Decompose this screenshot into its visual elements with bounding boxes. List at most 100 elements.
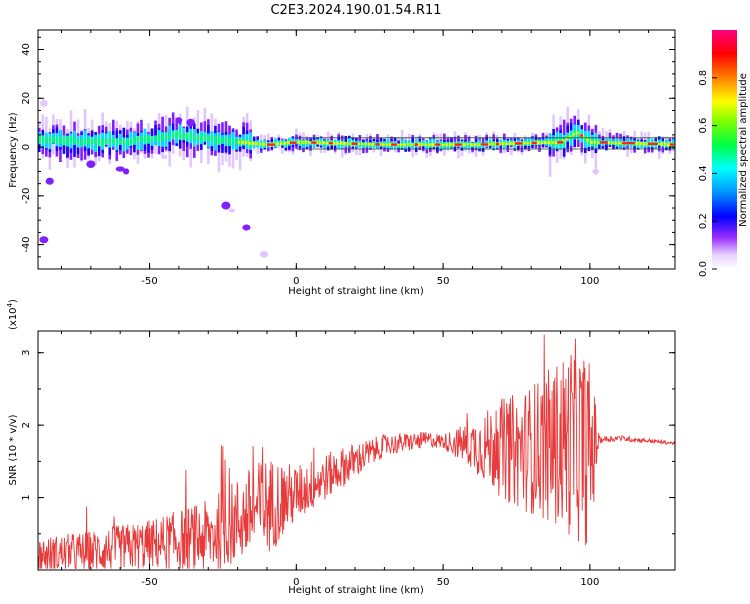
spectrogram-green-cell	[161, 134, 164, 142]
spectrogram-blue-cell	[344, 136, 348, 147]
spectrogram-yellow-cell	[308, 141, 311, 144]
spectrogram-green-cell	[69, 135, 73, 145]
spectrogram-peak-cell	[480, 143, 489, 146]
colorbar-tick-label: 0.0	[698, 261, 709, 277]
spectrogram-green-cell	[119, 139, 122, 145]
spectrogram-yellow-cell	[568, 135, 572, 138]
colorbar-tick-label: 0.2	[698, 213, 709, 229]
spectrogram-yellow-cell	[512, 141, 515, 146]
spectrogram-yellow-cell	[452, 143, 456, 147]
spectrogram-yellow-cell	[565, 138, 568, 141]
snr-ylabel: SNR (10 * v/v)	[8, 414, 19, 485]
spectrogram-green-cell	[59, 136, 62, 144]
spectrogram-yellow-cell	[642, 142, 646, 146]
spectrogram-yellow-cell	[364, 143, 368, 146]
spectrogram-scatter-blob	[186, 118, 195, 127]
spectrogram-peak-cell	[311, 141, 317, 144]
spectrogram-yellow-cell	[389, 142, 392, 146]
snr-y-tick-label: 1	[21, 494, 32, 500]
spectrogram-green-cell	[235, 138, 238, 145]
spectrogram-green-cell	[48, 136, 52, 144]
spectrogram-green-cell	[140, 135, 143, 142]
spectrogram-halo-cell	[640, 131, 643, 146]
spectrogram-yellow-cell	[301, 141, 304, 144]
snr-multiplier-close: )	[8, 299, 19, 303]
spectrogram-x-tick-label: 50	[437, 276, 450, 287]
spectrogram-green-cell	[164, 132, 168, 139]
spectrogram-yellow-cell	[346, 142, 350, 145]
spectrogram-scatter-blob	[175, 117, 183, 124]
spectrogram-green-cell	[115, 138, 119, 145]
spectrogram-yellow-cell	[318, 141, 322, 145]
spectrogram-green-cell	[178, 131, 182, 140]
spectrogram-green-cell	[101, 138, 105, 146]
snr-multiplier-exp: 4	[6, 302, 14, 307]
spectrogram-yellow-cell	[526, 141, 530, 145]
spectrogram-green-cell	[214, 136, 217, 145]
spectrogram-cyan-cell	[164, 132, 168, 147]
spectrogram-green-cell	[221, 137, 224, 144]
spectrogram-green-cell	[175, 129, 178, 139]
spectrogram-yellow-cell	[501, 141, 505, 146]
figure-title: C2E3.2024.190.01.54.R11	[270, 3, 441, 18]
spectrogram-yellow-cell	[371, 142, 375, 146]
spectrogram-green-cell	[185, 132, 189, 140]
spectrogram-halo-cell	[302, 132, 305, 146]
spectrogram-peak-cell	[435, 143, 441, 146]
spectrogram-yellow-cell	[611, 141, 614, 144]
spectrogram-yellow-cell	[332, 141, 336, 145]
spectrogram-yellow-cell	[367, 142, 371, 146]
spectrogram-xlabel: Height of straight line (km)	[288, 286, 424, 297]
spectrogram-scatter-blob	[259, 251, 269, 258]
spectrogram-green-cell	[200, 134, 203, 143]
spectrogram-green-cell	[171, 131, 175, 138]
spectrogram-x-ticks: -50 0 50 100	[60, 30, 650, 287]
spectrogram-green-cell	[157, 133, 161, 143]
spectrogram-yellow-cell	[505, 142, 508, 145]
spectrogram-y-tick-label: 40	[21, 43, 32, 56]
spectrogram-yellow-cell	[537, 141, 540, 145]
spectrogram-yellow-cell	[403, 143, 406, 147]
spectrogram-green-cell	[97, 137, 101, 147]
spectrogram-yellow-cell	[343, 141, 346, 145]
spectrogram-green-cell	[228, 137, 231, 147]
spectrogram-yellow-cell	[635, 142, 639, 146]
spectrogram-green-cell	[108, 137, 112, 145]
spectrogram-green-cell	[150, 135, 154, 142]
spectrogram-yellow-cell	[297, 140, 301, 144]
spectrogram-halo-cell	[407, 133, 411, 147]
spectrogram-green-cell	[94, 138, 97, 145]
spectrogram-blue-cell	[154, 125, 157, 144]
spectrogram-yellow-cell	[241, 140, 244, 145]
spectrogram-yellow-cell	[431, 142, 434, 147]
spectrogram-peak-cell	[391, 143, 398, 146]
spectrogram-yellow-cell	[646, 142, 649, 146]
spectrogram-outer-cell	[203, 121, 207, 142]
spectrogram-yellow-cell	[618, 141, 621, 145]
spectrogram-scatter-blob	[115, 166, 125, 172]
spectrogram-yellow-cell	[639, 142, 642, 146]
spectrogram-yellow-cell	[276, 142, 279, 146]
spectrogram-yellow-cell	[357, 142, 360, 145]
spectrogram-cyan-cell	[608, 137, 612, 145]
snr-series-line	[38, 334, 675, 570]
spectrogram-scatter-blob	[242, 224, 251, 231]
spectrogram-peak-cell	[669, 143, 674, 146]
spectrogram-y-tick-label: -40	[21, 236, 32, 252]
snr-y-tick-label: 3	[21, 350, 32, 356]
spectrogram-green-cell	[55, 136, 59, 145]
spectrogram-y-tick-label: 20	[21, 92, 32, 105]
spectrogram-blue-cell	[97, 136, 101, 157]
snr-xlabel: Height of straight line (km)	[288, 585, 424, 596]
colorbar-label: Normalized spectral amplitude	[738, 73, 749, 227]
spectrogram-peak-cell	[622, 141, 635, 145]
spectrogram-green-cell	[45, 136, 48, 144]
spectrogram-green-cell	[126, 139, 129, 145]
spectrogram-scatter-blob	[40, 99, 48, 107]
colorbar-tick-label: 0.6	[698, 118, 709, 134]
spectrogram-yellow-cell	[322, 141, 325, 145]
spectrogram-peak-cell	[579, 134, 583, 137]
spectrogram-x-tick-label: -50	[141, 276, 157, 287]
spectrogram-yellow-cell	[663, 142, 667, 146]
spectrogram-yellow-cell	[614, 141, 618, 145]
